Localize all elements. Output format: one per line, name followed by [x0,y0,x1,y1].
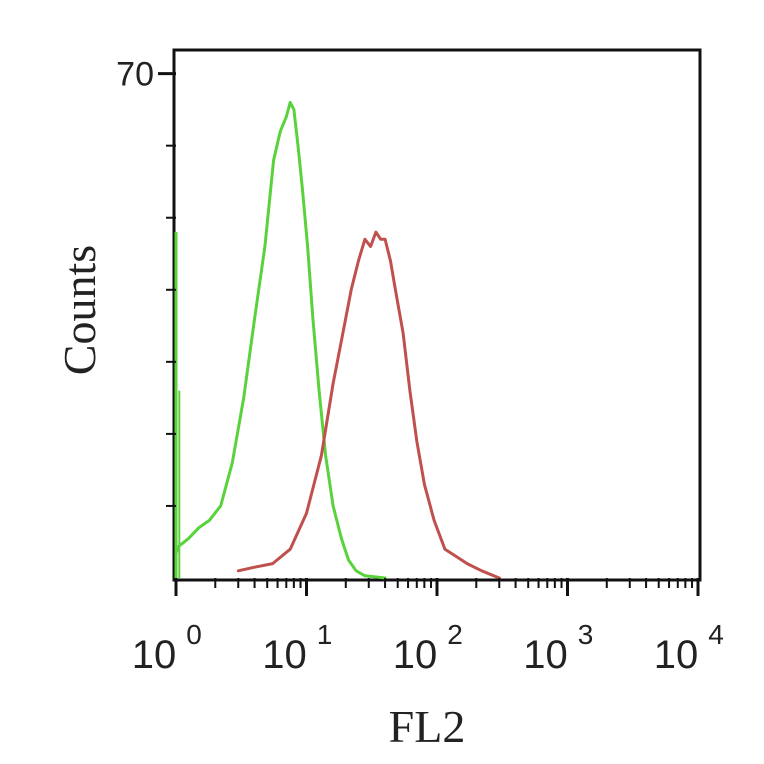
x-tick-label: 10 [654,633,699,677]
x-tick-exponent: 3 [578,619,594,650]
x-tick-label: 10 [393,633,438,677]
series-line-2 [236,230,501,580]
x-tick-label: 10 [132,633,177,677]
y-tick-label: 70 [116,56,154,94]
series-layer [174,100,501,580]
x-tick-label: 10 [523,633,568,677]
x-tick-label: 10 [262,633,307,677]
x-axis: 10 0 10 1 10 2 10 3 10 4 [132,578,724,677]
x-axis-title: FL2 [389,701,466,752]
x-tick-exponent: 0 [186,619,202,650]
series-line-1 [174,100,387,580]
x-tick-exponent: 4 [708,619,724,650]
y-axis: 70 [116,56,176,507]
x-tick-exponent: 1 [317,619,333,650]
y-axis-title: Counts [54,245,105,375]
x-tick-exponent: 2 [447,619,463,650]
plot-frame [172,48,702,582]
